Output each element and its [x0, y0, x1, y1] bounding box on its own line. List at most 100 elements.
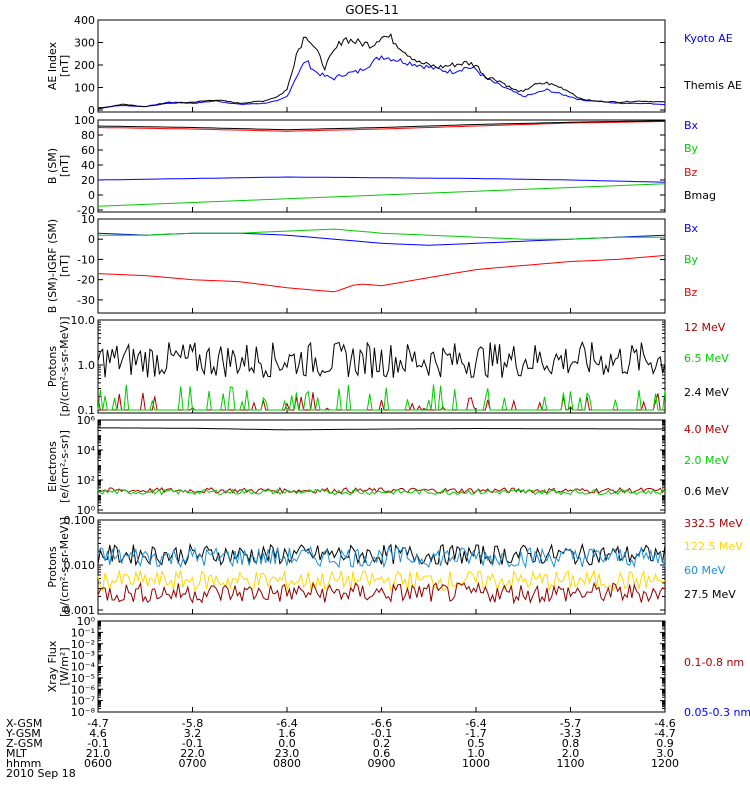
- xaxis-value: 1.6: [278, 727, 296, 740]
- xaxis-value: 0.6: [373, 747, 391, 760]
- xaxis-value: 0.0: [278, 737, 296, 750]
- series-line: [97, 121, 666, 132]
- y-tick-label: 1.0: [78, 359, 96, 372]
- xaxis-value: 0600: [84, 757, 112, 770]
- y-axis-label: Electrons: [46, 441, 59, 492]
- y-axis-label: [nT]: [58, 55, 71, 77]
- xaxis-value: 0.5: [467, 737, 485, 750]
- y-tick-label: 10⁻⁴: [71, 661, 96, 674]
- y-axis-label: Protons: [46, 546, 59, 587]
- panel-2: -20 0 20 40 60 80 100 B (SM) [nT] Bx By Bz Bmag: [46, 114, 716, 217]
- legend-label: 332.5 MeV: [684, 517, 743, 530]
- legend-label: Bz: [684, 286, 698, 299]
- series-line: [97, 340, 666, 379]
- legend-label: 4.0 MeV: [684, 423, 729, 436]
- panel-5: 10⁰ 10² 10⁴ 10⁶ Electrons [e/(cm²-s-sr)] 4.0 M…: [46, 414, 729, 517]
- xaxis-value: -5.7: [560, 717, 581, 730]
- series-line: [97, 384, 666, 411]
- xaxis-value: 23.0: [275, 747, 300, 760]
- y-tick-label: 0.1: [78, 404, 96, 417]
- xaxis-value: -3.3: [560, 727, 581, 740]
- y-tick-label: 0.100: [64, 514, 96, 527]
- legend-label: 122.5 MeV: [684, 540, 743, 553]
- y-tick-label: 60: [81, 144, 95, 157]
- panel-6: 0.001 0.010 0.100 Protons [p/(cm²-s-sr-MeV)]…: [46, 514, 743, 617]
- y-tick-label: 10⁻¹: [71, 626, 95, 639]
- legend-label: Bx: [684, 222, 699, 235]
- y-tick-label: -10: [77, 253, 95, 266]
- y-tick-label: 100: [74, 114, 95, 127]
- y-tick-label: 0: [88, 104, 95, 117]
- xaxis-value: -1.7: [465, 727, 486, 740]
- xaxis-value: 22.0: [180, 747, 205, 760]
- panel-frame: [97, 419, 666, 514]
- legend-label: Bz: [684, 166, 698, 179]
- y-tick-label: 0: [88, 189, 95, 202]
- legend-label: By: [684, 253, 699, 266]
- xaxis-value: 2.0: [562, 747, 580, 760]
- panel-frame: [97, 119, 666, 213]
- y-axis-label: [nT]: [58, 155, 71, 177]
- y-axis-label: [nT]: [58, 255, 71, 277]
- legend-label: 0.6 MeV: [684, 485, 729, 498]
- series-line: [97, 427, 665, 431]
- xaxis-value: 3.2: [184, 727, 202, 740]
- y-tick-label: 10⁻⁸: [71, 706, 96, 719]
- legend-label: 2.4 MeV: [684, 386, 729, 399]
- xaxis-value: -6.4: [276, 717, 297, 730]
- xaxis-value: -6.4: [465, 717, 486, 730]
- y-tick-label: 100: [74, 82, 95, 95]
- xaxis-value: -0.1: [87, 737, 108, 750]
- y-tick-label: 10⁰: [77, 615, 96, 628]
- xaxis-value: 1200: [651, 757, 679, 770]
- series-line: [97, 254, 666, 293]
- y-tick-label: 80: [81, 129, 95, 142]
- xaxis-value: 0800: [273, 757, 301, 770]
- y-tick-label: 10⁶: [77, 414, 96, 427]
- xaxis-row-label: X-GSM: [6, 717, 42, 730]
- series-line: [97, 176, 666, 183]
- panel-1: 0 100 200 300 400 AE Index [nT] Kyoto AE Themis …: [46, 14, 742, 117]
- xaxis-value: 1.0: [467, 747, 485, 760]
- y-tick-label: 10.0: [71, 314, 96, 327]
- legend-label: 27.5 MeV: [684, 588, 736, 601]
- y-tick-label: 10⁻⁶: [71, 683, 96, 696]
- legend-label: 60 MeV: [684, 564, 726, 577]
- xaxis-value: 3.0: [656, 747, 674, 760]
- series-line: [97, 33, 666, 110]
- y-tick-label: 200: [74, 59, 95, 72]
- legend-label: Bx: [684, 119, 699, 132]
- xaxis-value: 0.8: [562, 737, 580, 750]
- legend-label: 2.0 MeV: [684, 454, 729, 467]
- xaxis-value: -4.7: [654, 727, 675, 740]
- y-axis-label: B (SM)-IGRF (SM): [46, 219, 59, 313]
- y-tick-label: 300: [74, 37, 95, 50]
- xaxis-value: -4.7: [87, 717, 108, 730]
- xaxis-row-label: hhmm: [6, 757, 41, 770]
- date-label: 2010 Sep 18: [6, 767, 76, 780]
- xaxis-value: 21.0: [86, 747, 111, 760]
- y-tick-label: 10⁻⁷: [71, 695, 95, 708]
- y-tick-label: 10: [81, 213, 95, 226]
- xaxis-value: 0900: [368, 757, 396, 770]
- xaxis-value: 0.9: [656, 737, 674, 750]
- y-tick-label: 0.010: [64, 559, 96, 572]
- y-tick-label: 40: [81, 159, 95, 172]
- series-line: [97, 545, 666, 569]
- xaxis-value: 1100: [557, 757, 585, 770]
- legend-label: Bmag: [684, 189, 716, 202]
- legend-label: Kyoto AE: [684, 32, 733, 45]
- xaxis-value: -0.1: [182, 737, 203, 750]
- xaxis-value: 0700: [179, 757, 207, 770]
- xaxis-value: -5.8: [182, 717, 203, 730]
- xaxis-value: 4.6: [89, 727, 107, 740]
- y-tick-label: 400: [74, 14, 95, 27]
- y-tick-label: -30: [77, 294, 95, 307]
- xaxis-value: 1000: [462, 757, 490, 770]
- y-tick-label: 10⁰: [77, 504, 96, 517]
- panel-4: 0.1 1.0 10.0 Protons [p/(cm²-s-sr-MeV)] 12 Me…: [46, 314, 729, 417]
- y-axis-label: [p/(cm²-s-sr-MeV)]: [58, 517, 71, 617]
- xaxis-value: -4.6: [654, 717, 675, 730]
